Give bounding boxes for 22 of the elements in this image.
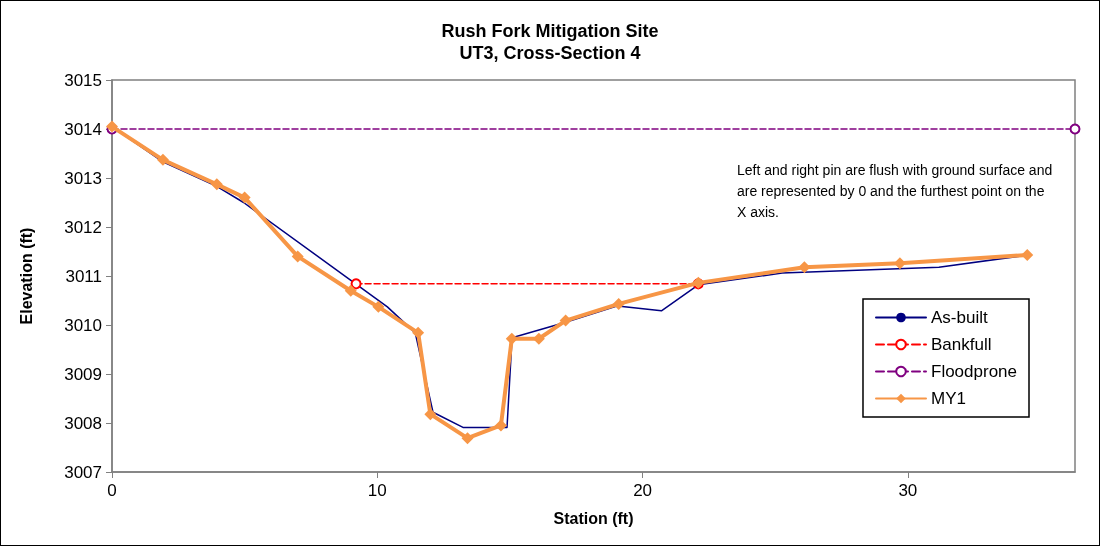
y-tick-label: 3012: [64, 217, 102, 237]
legend-label: MY1: [931, 389, 966, 408]
legend-label: Bankfull: [931, 335, 992, 354]
annotation: Left and right pin are flush with ground surface and are represented by 0 and the furthest point on the X axis.: [737, 161, 1057, 220]
x-tick-label: 30: [898, 481, 918, 500]
chart-subtitle: UT3, Cross-Section 4: [459, 43, 641, 63]
y-axis-title: Elevation (ft): [17, 227, 35, 325]
legend-label: As-built: [931, 308, 988, 327]
y-tick-label: 3014: [64, 119, 102, 139]
x-tick-label: 0: [107, 481, 117, 500]
y-tick-label: 3013: [64, 168, 102, 188]
y-tick-label: 3010: [64, 315, 102, 335]
x-axis-title: Station (ft): [553, 509, 634, 527]
y-tick-label: 3007: [64, 462, 102, 482]
legend-label: Floodprone: [931, 362, 1018, 381]
y-tick-label: 3011: [65, 266, 102, 286]
x-tick-label: 10: [367, 481, 387, 500]
y-tick-label: 3008: [64, 413, 102, 433]
chart-title: Rush Fork Mitigation Site: [441, 21, 659, 41]
y-tick-label: 3015: [64, 70, 102, 90]
y-tick-label: 3009: [64, 364, 102, 384]
x-tick-label: 20: [633, 481, 653, 500]
